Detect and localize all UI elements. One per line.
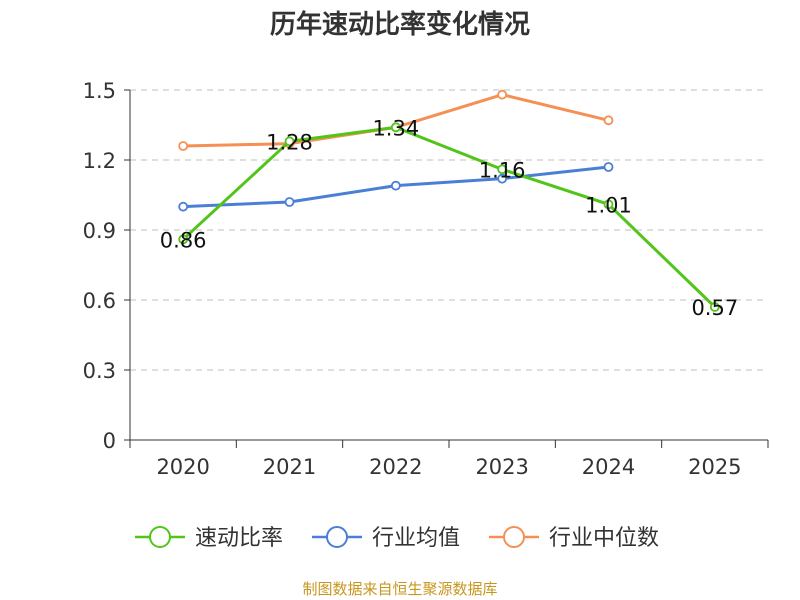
data-point xyxy=(497,173,508,184)
data-point xyxy=(390,122,401,133)
legend-marker xyxy=(326,526,348,548)
x-tick-label: 2025 xyxy=(688,455,741,479)
legend-label: 行业均值 xyxy=(372,526,460,551)
data-label: 1.01 xyxy=(585,193,632,217)
series-group xyxy=(178,89,720,312)
legend-label: 速动比率 xyxy=(195,526,283,551)
grid-lines xyxy=(130,89,768,371)
data-point xyxy=(390,180,401,191)
y-tick-label: 0 xyxy=(103,429,116,453)
data-label: 1.34 xyxy=(372,116,419,140)
y-tick-label: 0.6 xyxy=(83,289,116,313)
y-tick-label: 1.5 xyxy=(83,79,116,103)
legend: 速动比率 行业均值 行业中位数 xyxy=(135,526,659,551)
data-point xyxy=(709,302,720,312)
y-tick-label: 1.2 xyxy=(83,149,116,173)
data-point xyxy=(178,234,189,245)
series-line xyxy=(182,125,716,309)
x-tick-label: 2024 xyxy=(582,455,635,479)
x-tick-label: 2022 xyxy=(369,455,422,479)
data-point xyxy=(603,199,614,210)
y-tick-label: 0.9 xyxy=(83,219,116,243)
x-tick-label: 2021 xyxy=(263,455,316,479)
data-label: 1.28 xyxy=(266,130,313,154)
data-label: 0.86 xyxy=(160,228,207,252)
x-tick-label: 2020 xyxy=(156,455,209,479)
legend-marker xyxy=(503,526,525,548)
axes: 0 0.3 0.6 0.9 1.2 1.5 2020 2021 2022 2023 2024 2025 xyxy=(83,79,769,479)
data-labels: 0.86 1.28 1.34 1.16 1.01 0.57 xyxy=(160,116,738,320)
legend-label: 行业中位数 xyxy=(549,526,659,551)
legend-marker xyxy=(149,526,171,548)
source-note: 制图数据来自恒生聚源数据库 xyxy=(302,580,498,598)
data-point xyxy=(178,141,189,151)
data-label: 0.57 xyxy=(691,296,738,320)
data-point xyxy=(284,197,295,207)
x-tick-label: 2023 xyxy=(475,455,528,479)
data-point xyxy=(178,201,189,212)
data-point xyxy=(497,164,508,175)
data-point xyxy=(603,115,614,126)
y-tick-label: 0.3 xyxy=(83,359,116,383)
data-point xyxy=(497,89,508,100)
data-label: 1.16 xyxy=(479,158,526,182)
data-point xyxy=(603,162,614,172)
chart-title: 历年速动比率变化情况 xyxy=(269,10,530,40)
data-point xyxy=(284,136,295,147)
